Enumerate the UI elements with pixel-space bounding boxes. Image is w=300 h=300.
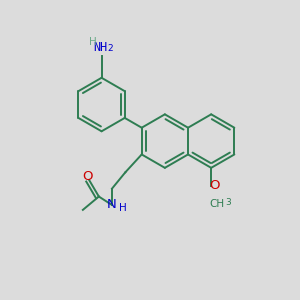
Text: H: H <box>89 38 97 47</box>
Text: O: O <box>209 179 220 192</box>
Text: O: O <box>82 170 93 183</box>
Text: CH: CH <box>210 199 225 208</box>
Text: 3: 3 <box>226 197 231 206</box>
Text: N: N <box>107 199 117 212</box>
Text: NH: NH <box>93 41 107 54</box>
Text: 2: 2 <box>107 44 113 53</box>
Text: H: H <box>118 203 126 213</box>
